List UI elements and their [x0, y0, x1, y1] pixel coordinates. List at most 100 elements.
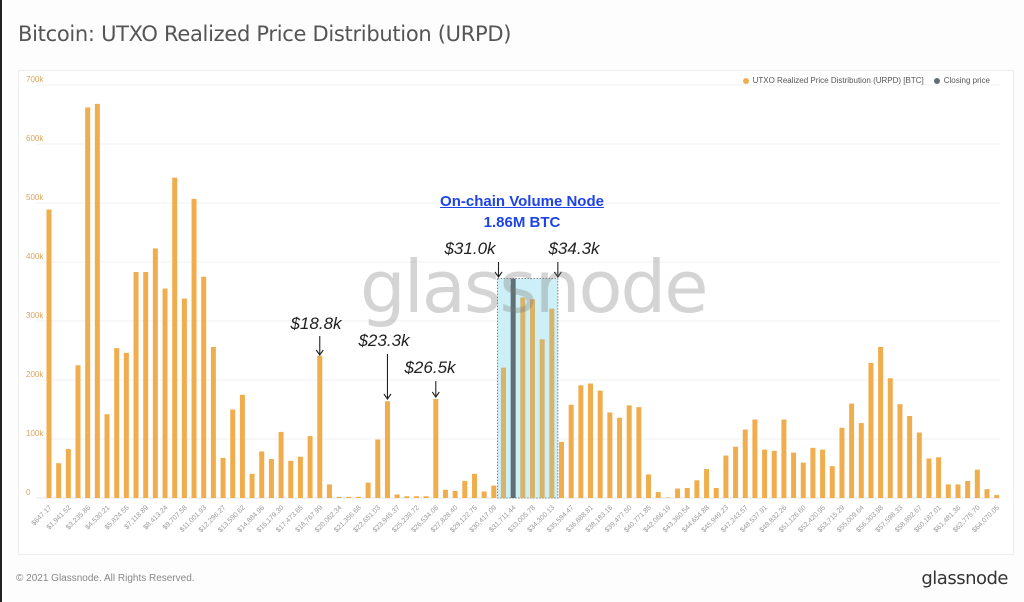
range-start-label: $31.0k	[444, 239, 496, 258]
bar	[297, 456, 303, 498]
bar	[994, 495, 1000, 498]
page-title: Bitcoin: UTXO Realized Price Distributio…	[18, 22, 512, 46]
bar	[355, 496, 361, 498]
bar	[114, 348, 120, 498]
bar	[694, 480, 700, 498]
bar	[65, 449, 71, 498]
y-tick-label: 200k	[26, 370, 44, 379]
bar	[907, 415, 913, 498]
bar	[733, 446, 739, 498]
bar	[307, 436, 313, 498]
bar	[500, 367, 506, 498]
bar	[626, 405, 632, 498]
bar	[878, 346, 884, 498]
bar	[723, 455, 729, 498]
bar	[771, 450, 777, 498]
bar	[607, 412, 613, 498]
bar	[568, 404, 574, 498]
closing-price-bar	[510, 278, 516, 498]
bar	[684, 487, 690, 498]
bar	[636, 407, 642, 498]
bar	[220, 457, 226, 498]
bar	[810, 447, 816, 498]
bar	[559, 441, 565, 498]
bar	[597, 390, 603, 498]
bar	[181, 298, 187, 498]
bar	[85, 107, 91, 499]
bar	[530, 299, 535, 498]
bar	[452, 490, 458, 498]
bar	[800, 462, 806, 498]
bar	[249, 473, 255, 498]
bar	[829, 466, 835, 498]
bar	[781, 419, 787, 498]
bar	[578, 385, 584, 498]
bar	[539, 339, 545, 498]
bar	[288, 460, 294, 498]
bar	[936, 457, 942, 498]
bar	[752, 419, 758, 498]
bar	[704, 469, 710, 498]
bar	[675, 488, 681, 498]
bar	[433, 398, 439, 498]
bar	[945, 484, 951, 498]
bar	[278, 431, 284, 498]
bar	[423, 496, 429, 498]
glassnode-logo: glassnode	[921, 568, 1008, 589]
peak-label: $18.8k	[290, 314, 342, 333]
bar	[665, 497, 671, 498]
bar	[471, 473, 477, 498]
bar	[481, 491, 487, 498]
node-title: On-chain Volume Node	[440, 193, 604, 210]
bar	[365, 482, 371, 498]
legend-item-closing-price[interactable]: Closing price	[933, 76, 990, 85]
bar	[336, 496, 342, 498]
bar	[326, 484, 332, 498]
bar	[375, 439, 381, 498]
bar	[201, 276, 207, 498]
bar	[162, 288, 168, 498]
arrowhead-icon	[315, 349, 324, 356]
bar	[75, 365, 81, 498]
peak-label: $26.5k	[404, 358, 456, 377]
bar	[210, 346, 216, 498]
bar	[617, 417, 623, 498]
bar	[926, 458, 932, 498]
bar	[491, 485, 497, 498]
bar	[346, 496, 352, 498]
legend-dot-icon	[933, 77, 940, 84]
bar	[916, 432, 922, 498]
bar	[868, 362, 874, 498]
bar	[442, 489, 448, 498]
legend-item-urpd[interactable]: UTXO Realized Price Distribution (URPD) …	[742, 76, 924, 85]
bar	[549, 308, 555, 498]
y-tick-label: 700k	[26, 75, 44, 84]
bar	[413, 496, 419, 498]
bar	[791, 452, 797, 498]
peak-label: $23.3k	[358, 331, 410, 350]
bar	[974, 469, 980, 498]
bar	[394, 494, 400, 498]
bar	[239, 394, 245, 498]
arrowhead-icon	[431, 391, 440, 398]
y-tick-label: 500k	[26, 193, 44, 202]
bar	[404, 496, 410, 498]
bar	[259, 451, 265, 498]
bar	[965, 480, 971, 498]
bar	[887, 378, 893, 498]
bar	[588, 383, 594, 498]
bar	[713, 487, 719, 498]
bar	[646, 474, 652, 498]
node-value: 1.86M BTC	[483, 214, 561, 231]
bar	[742, 429, 748, 498]
bar	[520, 297, 526, 498]
bar	[762, 449, 768, 498]
bar	[897, 404, 903, 498]
bar	[655, 492, 661, 498]
bar	[858, 423, 864, 498]
arrowhead-icon	[383, 393, 392, 400]
bar	[984, 489, 990, 498]
bar	[94, 103, 100, 498]
bar	[384, 401, 390, 498]
